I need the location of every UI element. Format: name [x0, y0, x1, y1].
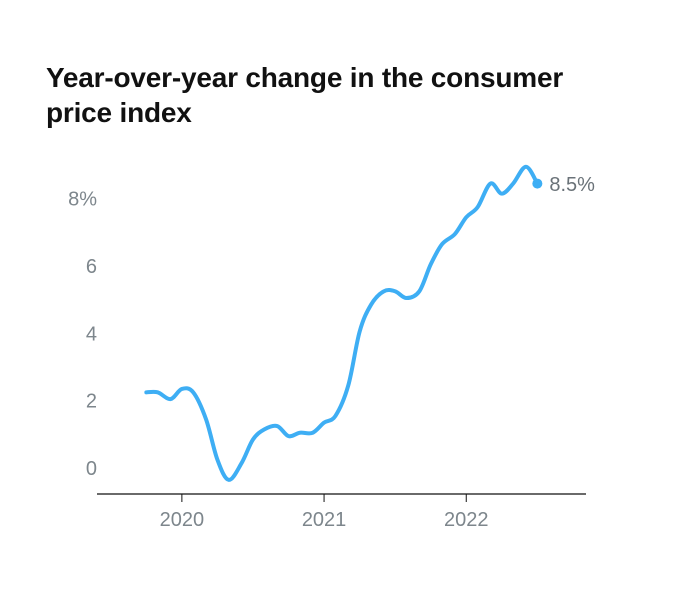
y-tick-label: 4 [86, 323, 97, 345]
x-tick-label: 2021 [302, 509, 347, 531]
chart-title: Year-over-year change in the consumer pr… [46, 60, 636, 130]
x-tick-label: 2020 [160, 509, 205, 531]
line-chart-svg: 0 2 4 6 8% 2020 2021 2022 8.5% [40, 160, 636, 560]
chart-plot: 0 2 4 6 8% 2020 2021 2022 8.5% [40, 160, 636, 560]
endpoint-marker [532, 179, 542, 189]
y-tick-label: 6 [86, 256, 97, 278]
chart-container: Year-over-year change in the consumer pr… [0, 0, 676, 600]
y-tick-label: 2 [86, 391, 97, 413]
y-tick-label: 0 [86, 458, 97, 480]
y-tick-label: 8% [68, 189, 97, 211]
x-tick-label: 2022 [444, 509, 489, 531]
cpi-line [146, 167, 537, 480]
endpoint-label: 8.5% [549, 174, 595, 196]
